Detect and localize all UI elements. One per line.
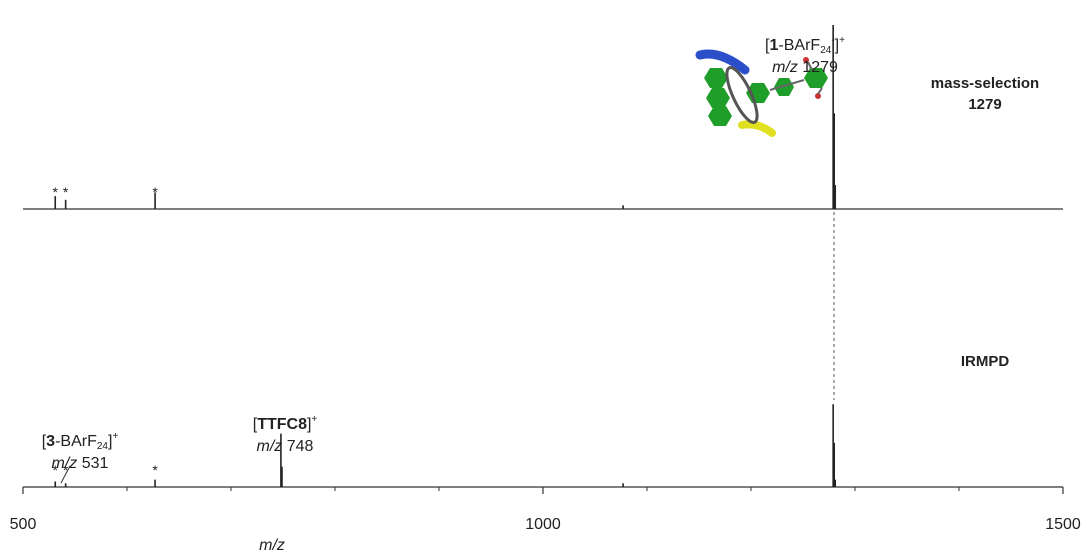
annotation-text: -BArF [55,433,97,450]
peak-annotation: m/z 531 [52,455,109,472]
peak-marker: * [152,184,158,200]
x-tick-label: 1000 [525,516,561,533]
annotation-text: + [112,431,118,442]
annotation-text: 748 [282,438,313,455]
annotation-text: 531 [77,455,108,472]
panel-label: IRMPD [961,353,1010,370]
annotation-text: -BArF [778,37,820,54]
annotation-text: m/z [52,455,78,472]
peak-marker: * [152,462,158,478]
annotation-text: + [839,35,845,46]
x-tick-label: 500 [10,516,37,533]
annotation-text: 24 [97,441,109,452]
x-axis-label: m/z [259,537,285,554]
x-tick-label: 1500 [1045,516,1081,533]
annotation-text: 3 [46,433,55,450]
ring [708,106,732,126]
peak-annotation: m/z 1279 [772,59,838,76]
ring [706,88,730,108]
annotation-text: 24 [820,45,832,56]
annotation-text: TTFC8 [257,416,307,433]
annotation-text: m/z [257,438,283,455]
peak-marker: * [53,184,59,200]
panel-label: mass-selection [931,75,1039,92]
peak-annotation: [3-BArF24]+ [42,431,119,452]
annotation-text: 1 [770,37,779,54]
peak-annotation: m/z 748 [257,438,314,455]
ring [704,68,728,88]
peak-annotation: [TTFC8]+ [253,414,318,433]
bond [818,88,822,94]
annotation-text: 1279 [798,59,838,76]
annotation-text: m/z [772,59,798,76]
annotation-text: + [311,414,317,425]
yellow-group [742,124,772,133]
peak-marker: * [63,184,69,200]
panel-label: 1279 [968,96,1001,113]
blue-group [700,54,745,70]
spectra-figure: ***mass-selection1279[1-BArF24-]+m/z 127… [0,0,1087,556]
